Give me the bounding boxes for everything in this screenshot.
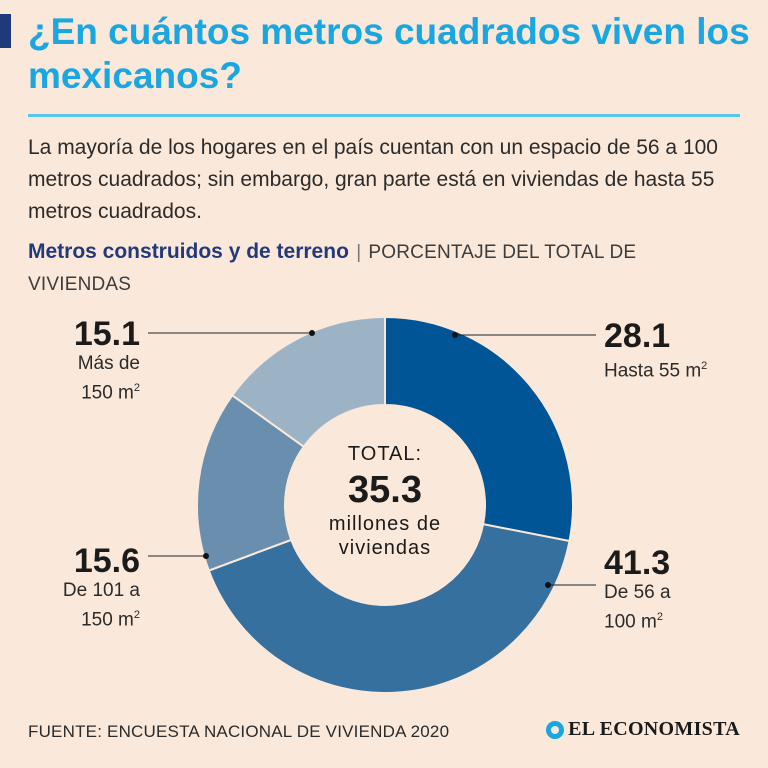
label-mas-de-150: 15.1 Más de 150 m2 bbox=[0, 316, 140, 405]
label-de-101-a-150: 15.6 De 101 a 150 m2 bbox=[0, 543, 140, 632]
subtitle: La mayoría de los hogares en el país cue… bbox=[28, 136, 718, 223]
center-total-value: 35.3 bbox=[348, 469, 422, 511]
label-category-line2: 100 m2 bbox=[604, 611, 663, 633]
logo-icon bbox=[546, 720, 565, 739]
label-value: 15.6 bbox=[73, 542, 140, 580]
label-category-line1: Más de bbox=[77, 353, 140, 374]
label-hasta-55: 28.1 Hasta 55 m2 bbox=[604, 318, 764, 383]
center-unit-line2: viviendas bbox=[338, 537, 432, 559]
slice-de-101-a-150 bbox=[196, 393, 306, 572]
label-category: Hasta 55 m2 bbox=[604, 360, 708, 382]
leader-de-101-a-150 bbox=[148, 553, 209, 559]
leader-hasta-55 bbox=[452, 332, 596, 338]
label-category-line1: De 101 a bbox=[62, 580, 140, 601]
center-total-label: TOTAL: bbox=[347, 443, 423, 465]
slice-mas-de-150 bbox=[230, 315, 386, 449]
label-category-line1: De 56 a bbox=[604, 582, 671, 603]
label-value: 28.1 bbox=[604, 317, 671, 355]
label-value: 41.3 bbox=[604, 544, 671, 582]
source-note: FUENTE: ENCUESTA NACIONAL DE VIVIENDA 20… bbox=[28, 722, 450, 741]
chart-unit: PORCENTAJE DEL TOTAL DE VIVIENDAS bbox=[28, 242, 637, 295]
publisher-logo: EL ECONOMISTA bbox=[546, 718, 740, 741]
title-divider bbox=[28, 114, 740, 117]
logo-wordmark: EL ECONOMISTA bbox=[568, 718, 740, 740]
leader-dot bbox=[203, 553, 209, 559]
leader-dot bbox=[545, 582, 551, 588]
heading-separator: | bbox=[356, 242, 362, 263]
slice-de-56-a-100 bbox=[207, 523, 571, 694]
chart-title: Metros construidos y de terreno bbox=[28, 240, 349, 263]
slice-hasta-55 bbox=[384, 315, 574, 543]
label-value: 15.1 bbox=[73, 315, 140, 353]
label-category-line2: 150 m2 bbox=[81, 609, 140, 631]
leader-dot bbox=[452, 332, 458, 338]
leader-dot bbox=[309, 330, 315, 336]
label-category-line2: 150 m2 bbox=[81, 382, 140, 404]
chart-heading: Metros construidos y de terreno | PORCEN… bbox=[28, 236, 728, 301]
donut-center: TOTAL: 35.3 millones de viviendas bbox=[295, 440, 475, 560]
accent-bar bbox=[0, 14, 11, 48]
page-title: ¿En cuántos metros cuadrados viven los m… bbox=[28, 11, 750, 96]
leader-mas-de-150 bbox=[148, 330, 315, 336]
leader-de-56-a-100 bbox=[545, 582, 596, 588]
label-de-56-a-100: 41.3 De 56 a 100 m2 bbox=[604, 545, 764, 634]
center-unit-line1: millones de bbox=[328, 513, 442, 535]
